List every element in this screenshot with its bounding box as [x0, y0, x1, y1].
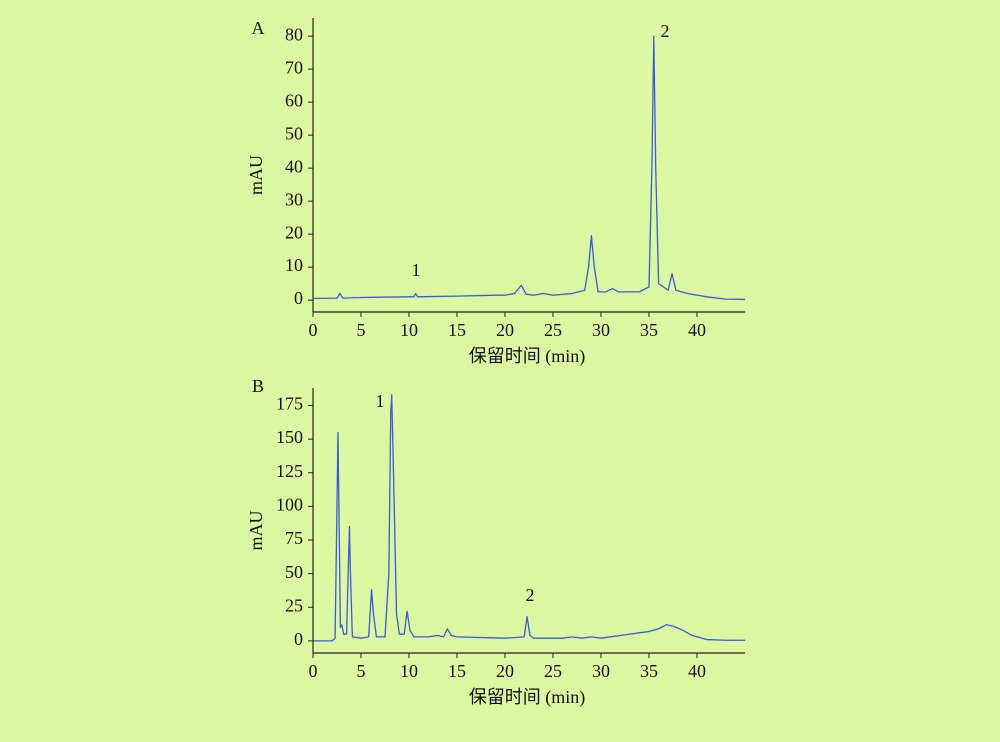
x-tick-label: 10 [400, 661, 418, 681]
y-tick-label: 70 [285, 57, 303, 77]
x-tick-label: 40 [688, 320, 706, 340]
peak-annotation: 1 [376, 391, 385, 411]
x-tick-label: 15 [448, 661, 466, 681]
y-tick-label: 0 [294, 629, 303, 649]
x-axis-label: 保留时间 (min) [469, 346, 586, 367]
y-tick-label: 40 [285, 156, 303, 176]
y-tick-label: 175 [276, 394, 303, 414]
x-tick-label: 5 [357, 320, 366, 340]
x-tick-label: 10 [400, 320, 418, 340]
x-tick-label: 35 [640, 661, 658, 681]
panel-label: A [252, 18, 265, 38]
y-tick-label: 125 [276, 461, 303, 481]
x-tick-label: 15 [448, 320, 466, 340]
x-tick-label: 30 [592, 661, 610, 681]
x-tick-label: 25 [544, 320, 562, 340]
y-tick-label: 75 [285, 528, 303, 548]
x-tick-label: 0 [309, 661, 318, 681]
y-tick-label: 10 [285, 255, 303, 275]
y-tick-label: 60 [285, 90, 303, 110]
x-tick-label: 0 [309, 320, 318, 340]
x-tick-label: 20 [496, 320, 514, 340]
peak-annotation: 2 [661, 21, 670, 41]
peak-annotation: 1 [412, 260, 421, 280]
x-tick-label: 40 [688, 661, 706, 681]
y-tick-label: 30 [285, 189, 303, 209]
y-tick-label: 0 [294, 288, 303, 308]
y-tick-label: 50 [285, 123, 303, 143]
x-tick-label: 20 [496, 661, 514, 681]
y-tick-label: 20 [285, 222, 303, 242]
y-tick-label: 100 [276, 495, 303, 515]
x-tick-label: 25 [544, 661, 562, 681]
y-tick-label: 80 [285, 24, 303, 44]
x-tick-label: 5 [357, 661, 366, 681]
x-axis-label: 保留时间 (min) [469, 687, 586, 708]
x-tick-label: 30 [592, 320, 610, 340]
y-axis-label: mAU [246, 511, 266, 551]
chromatogram-line [312, 35, 746, 301]
y-tick-label: 50 [285, 562, 303, 582]
y-tick-label: 150 [276, 427, 303, 447]
y-tick-label: 25 [285, 595, 303, 615]
peak-annotation: 2 [526, 585, 535, 605]
y-axis-label: mAU [246, 155, 266, 195]
panel-label: B [252, 376, 264, 396]
chromatogram-line [313, 394, 745, 642]
x-tick-label: 35 [640, 320, 658, 340]
